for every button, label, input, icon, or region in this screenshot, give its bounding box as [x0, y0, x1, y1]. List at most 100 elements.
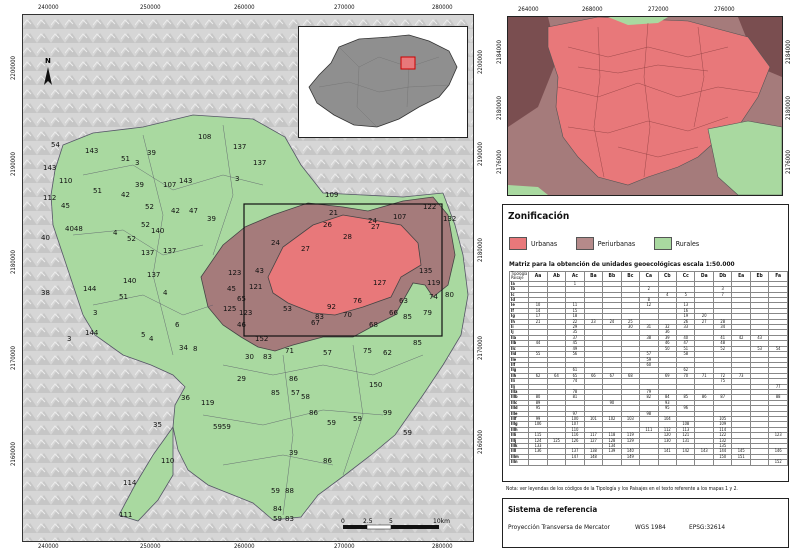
svg-text:N: N — [45, 57, 51, 65]
svg-text:51: 51 — [93, 187, 102, 195]
rural-zone-south[interactable] — [118, 425, 174, 522]
svg-text:3: 3 — [135, 159, 139, 167]
matrix-cell — [602, 459, 622, 466]
svg-text:76: 76 — [353, 297, 362, 305]
svg-text:140: 140 — [151, 227, 164, 235]
legend-item-urban: Urbanas — [509, 233, 562, 252]
rural-swatch — [653, 237, 672, 250]
matrix-row: IIIj 124 125 126 127 128 129 130 131 132 — [508, 437, 788, 445]
svg-text:92: 92 — [327, 303, 336, 311]
matrix-corner-bottom: Paisaje — [511, 275, 524, 281]
state-outline — [308, 34, 458, 128]
matrix-col-header: Aa — [528, 271, 548, 282]
matrix-col-header: Fa — [768, 271, 788, 282]
matrix-cell: 34 — [712, 324, 733, 331]
detail-y-left-0: 2184000 — [496, 40, 503, 65]
matrix-header-row: Tipología Paisaje Aa Ab Ac Ba Bb Bc Ca Cb Cc Da Db Ea… — [508, 271, 788, 282]
svg-text:3: 3 — [67, 335, 71, 343]
legend-items: Urbanas Periurbanas Rurales — [509, 233, 699, 252]
svg-text:58: 58 — [301, 393, 310, 401]
svg-text:71: 71 — [285, 347, 294, 355]
detail-x-tick-0: 264000 — [518, 6, 539, 13]
svg-text:45: 45 — [61, 202, 70, 210]
detail-map-frame — [507, 16, 783, 196]
svg-text:28: 28 — [343, 233, 352, 241]
svg-text:47: 47 — [189, 207, 198, 215]
svg-text:2.5: 2.5 — [363, 518, 373, 525]
detail-periurban-dark — [508, 17, 558, 127]
svg-text:52: 52 — [127, 235, 136, 243]
matrix-cell: 54 — [768, 345, 788, 353]
matrix-row: Ig 17 18 19 20 — [508, 313, 788, 320]
matrix-row: IIIn 152 — [508, 459, 788, 466]
matrix-row: Ie 10 11 12 13 — [508, 302, 788, 309]
svg-text:108: 108 — [198, 133, 211, 141]
urban-unit-labels: 109 21 24 27 26 28 24 27 107 122 132 135… — [223, 191, 456, 329]
svg-text:65: 65 — [237, 295, 246, 303]
svg-text:5: 5 — [389, 518, 393, 525]
x-tick-bottom-2: 260000 — [234, 543, 255, 550]
svg-text:86: 86 — [289, 375, 298, 383]
matrix-title: Matriz para la obtención de unidades geo… — [509, 260, 735, 268]
svg-text:24: 24 — [368, 217, 377, 225]
svg-text:38: 38 — [41, 289, 50, 297]
detail-periurban-dark-ne — [738, 17, 782, 77]
study-area-marker — [400, 56, 416, 70]
svg-text:121: 121 — [249, 283, 262, 291]
matrix-cell — [546, 459, 567, 466]
x-tick-bottom-3: 270000 — [334, 543, 355, 550]
matrix-cell — [528, 459, 548, 466]
y-tick-left-3: 2160000 — [10, 442, 17, 467]
legend-label-rural: Rurales — [675, 239, 700, 248]
svg-text:21: 21 — [329, 209, 338, 217]
svg-text:112: 112 — [43, 194, 56, 202]
matrix-col-header: Ba — [583, 271, 604, 282]
svg-text:86: 86 — [323, 457, 332, 465]
matrix-table: Tipología Paisaje Aa Ab Ac Ba Bb Bc Ca Cb Cc Da Db Ea… — [508, 271, 788, 466]
svg-text:53: 53 — [283, 305, 292, 313]
matrix-cell: 146 — [768, 448, 788, 455]
detail-y-left-1: 2180000 — [496, 96, 503, 121]
svg-text:67: 67 — [311, 319, 320, 327]
locator-inset — [298, 26, 468, 138]
svg-text:51: 51 — [121, 155, 130, 163]
reference-panel: Sistema de referencia Proyección Transve… — [502, 498, 789, 548]
urban-zone[interactable] — [267, 214, 422, 316]
svg-text:40: 40 — [41, 234, 50, 242]
legend-title: Zonificación — [508, 211, 570, 222]
svg-text:74: 74 — [429, 293, 438, 301]
svg-text:35: 35 — [153, 421, 162, 429]
reference-projection: Proyección Transversa de Mercator — [508, 523, 610, 531]
urban-swatch — [509, 237, 527, 250]
matrix-row: IIc 49 50 51 52 53 54 — [508, 345, 788, 353]
detail-map[interactable] — [508, 17, 782, 195]
matrix-row: IIId 95 95 96 — [508, 405, 788, 412]
detail-rural-se — [707, 120, 782, 195]
x-tick-bottom-1: 250000 — [140, 543, 161, 550]
matrix-cell: 53 — [749, 345, 770, 353]
svg-text:110: 110 — [59, 177, 72, 185]
rural-unit-labels: 54 108 143 39 51 3 137 143 110 51 39 107… — [41, 133, 454, 523]
matrix-cell — [565, 459, 585, 466]
detail-boundaries — [557, 22, 759, 178]
y-tick-left-0: 2190000 — [10, 152, 17, 177]
matrix-cell: 87 — [712, 394, 733, 401]
svg-text:51: 51 — [119, 293, 128, 301]
matrix-row: IIg 61 62 — [508, 367, 788, 374]
matrix-cell: 152 — [768, 459, 788, 466]
matrix-cell — [583, 459, 604, 466]
x-tick-top-1: 250000 — [140, 4, 161, 11]
svg-text:88: 88 — [285, 487, 294, 495]
svg-text:24: 24 — [271, 239, 280, 247]
matrix-cell: 77 — [768, 383, 788, 390]
svg-text:30: 30 — [245, 353, 254, 361]
svg-text:59: 59 — [327, 419, 336, 427]
svg-text:99: 99 — [383, 409, 392, 417]
y-tick-right-2: 2180000 — [477, 238, 484, 263]
svg-text:137: 137 — [163, 247, 176, 255]
svg-text:137: 137 — [253, 159, 266, 167]
svg-text:127: 127 — [373, 279, 386, 287]
legend-panel: Zonificación Urbanas Periurbanas Rurales… — [502, 204, 789, 482]
svg-text:4: 4 — [113, 229, 118, 237]
svg-text:123: 123 — [228, 269, 241, 277]
